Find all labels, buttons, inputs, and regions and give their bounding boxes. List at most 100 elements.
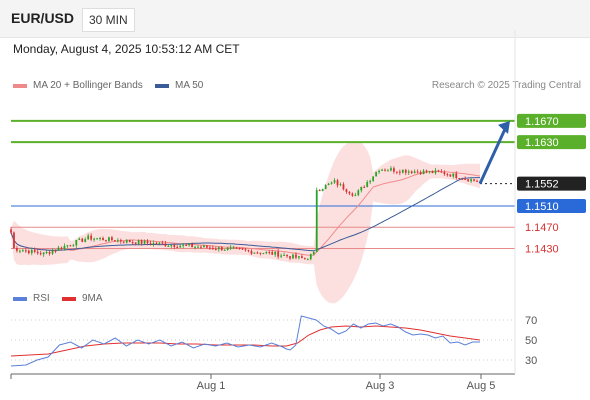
instrument-title: EUR/USD: [11, 10, 75, 26]
candle-body: [345, 189, 348, 192]
candle: [179, 244, 182, 248]
candle-body: [390, 168, 392, 171]
candle: [271, 249, 274, 256]
candle-body: [419, 171, 422, 175]
candle: [253, 252, 256, 254]
candle-body: [170, 245, 173, 247]
candle-body: [161, 242, 164, 244]
candle-body: [114, 240, 116, 242]
candle-body: [158, 242, 161, 245]
candle: [188, 243, 190, 247]
candle: [217, 246, 220, 252]
candle: [57, 245, 60, 251]
candle-body: [13, 232, 15, 249]
candle: [66, 244, 69, 248]
candle-body: [232, 247, 235, 249]
candle-body: [467, 179, 470, 182]
candle-body: [455, 173, 458, 179]
candle: [283, 252, 285, 256]
candle: [99, 236, 101, 241]
candle: [211, 245, 214, 251]
candle-body: [152, 242, 155, 245]
projection-arrow: [478, 126, 508, 185]
candle: [298, 255, 300, 260]
candle: [351, 192, 354, 197]
candle-body: [348, 191, 351, 194]
candle: [363, 185, 366, 189]
candle: [321, 188, 324, 192]
candle: [315, 187, 318, 253]
candle-body: [452, 173, 455, 177]
candle: [152, 240, 155, 247]
ma9-legend-label: 9MA: [82, 293, 103, 304]
candle: [393, 166, 395, 174]
candle-body: [229, 247, 232, 249]
candle-body: [422, 170, 425, 175]
candle: [27, 249, 30, 255]
candle: [375, 171, 377, 177]
candle: [431, 170, 434, 174]
timeframe-button[interactable]: 30 MIN: [82, 8, 135, 32]
candle-body: [128, 239, 131, 243]
candle-body: [81, 238, 84, 242]
candle-body: [176, 247, 179, 249]
candle: [384, 168, 386, 172]
candle-body: [137, 240, 140, 244]
candle: [96, 237, 98, 240]
candle: [360, 186, 363, 193]
candle: [348, 191, 351, 196]
candle: [312, 250, 315, 256]
candle-body: [315, 190, 318, 252]
timestamp: Monday, August 4, 2025 10:53:12 AM CET: [13, 42, 240, 56]
candle-body: [42, 252, 45, 255]
candle: [301, 254, 303, 259]
candle: [42, 252, 45, 257]
candle-body: [306, 259, 309, 261]
candle-body: [164, 243, 167, 247]
candle-body: [60, 247, 63, 250]
candle: [378, 169, 380, 175]
candle: [114, 240, 116, 242]
candle-body: [431, 171, 434, 174]
candle-body: [185, 244, 188, 246]
candle-body: [131, 242, 134, 244]
candle: [203, 244, 205, 248]
candle: [395, 171, 398, 175]
candle: [277, 248, 280, 259]
candle-body: [10, 229, 12, 233]
candle-body: [19, 250, 21, 252]
level-label-1.1552: 1.1552: [525, 179, 559, 191]
candle: [256, 251, 259, 254]
candle-body: [206, 245, 208, 248]
candle: [318, 189, 321, 192]
candle: [452, 173, 455, 179]
candle-body: [339, 184, 342, 186]
candle-body: [369, 180, 372, 183]
candle: [105, 239, 107, 243]
candle: [13, 231, 15, 249]
rsi-tick-50: 50: [525, 335, 537, 347]
candle-body: [271, 252, 274, 255]
candle: [404, 168, 407, 176]
candle-body: [440, 171, 443, 173]
candle: [416, 169, 419, 174]
bollinger-bands-layer: [11, 141, 480, 304]
candle: [268, 250, 271, 255]
candle-body: [51, 250, 54, 254]
candle: [122, 241, 125, 244]
candle: [292, 253, 294, 260]
candle-body: [289, 256, 291, 259]
candle-body: [27, 250, 30, 254]
candle: [437, 169, 440, 173]
candle-body: [235, 247, 238, 249]
candle-body: [108, 237, 110, 241]
candle-body: [351, 193, 354, 196]
rsi-tick-30: 30: [525, 355, 537, 367]
candle-body: [238, 247, 241, 249]
candle-body: [45, 251, 48, 253]
candle: [372, 176, 375, 182]
ma50-line: [10, 177, 480, 252]
candle: [197, 244, 199, 249]
candle: [262, 252, 265, 255]
